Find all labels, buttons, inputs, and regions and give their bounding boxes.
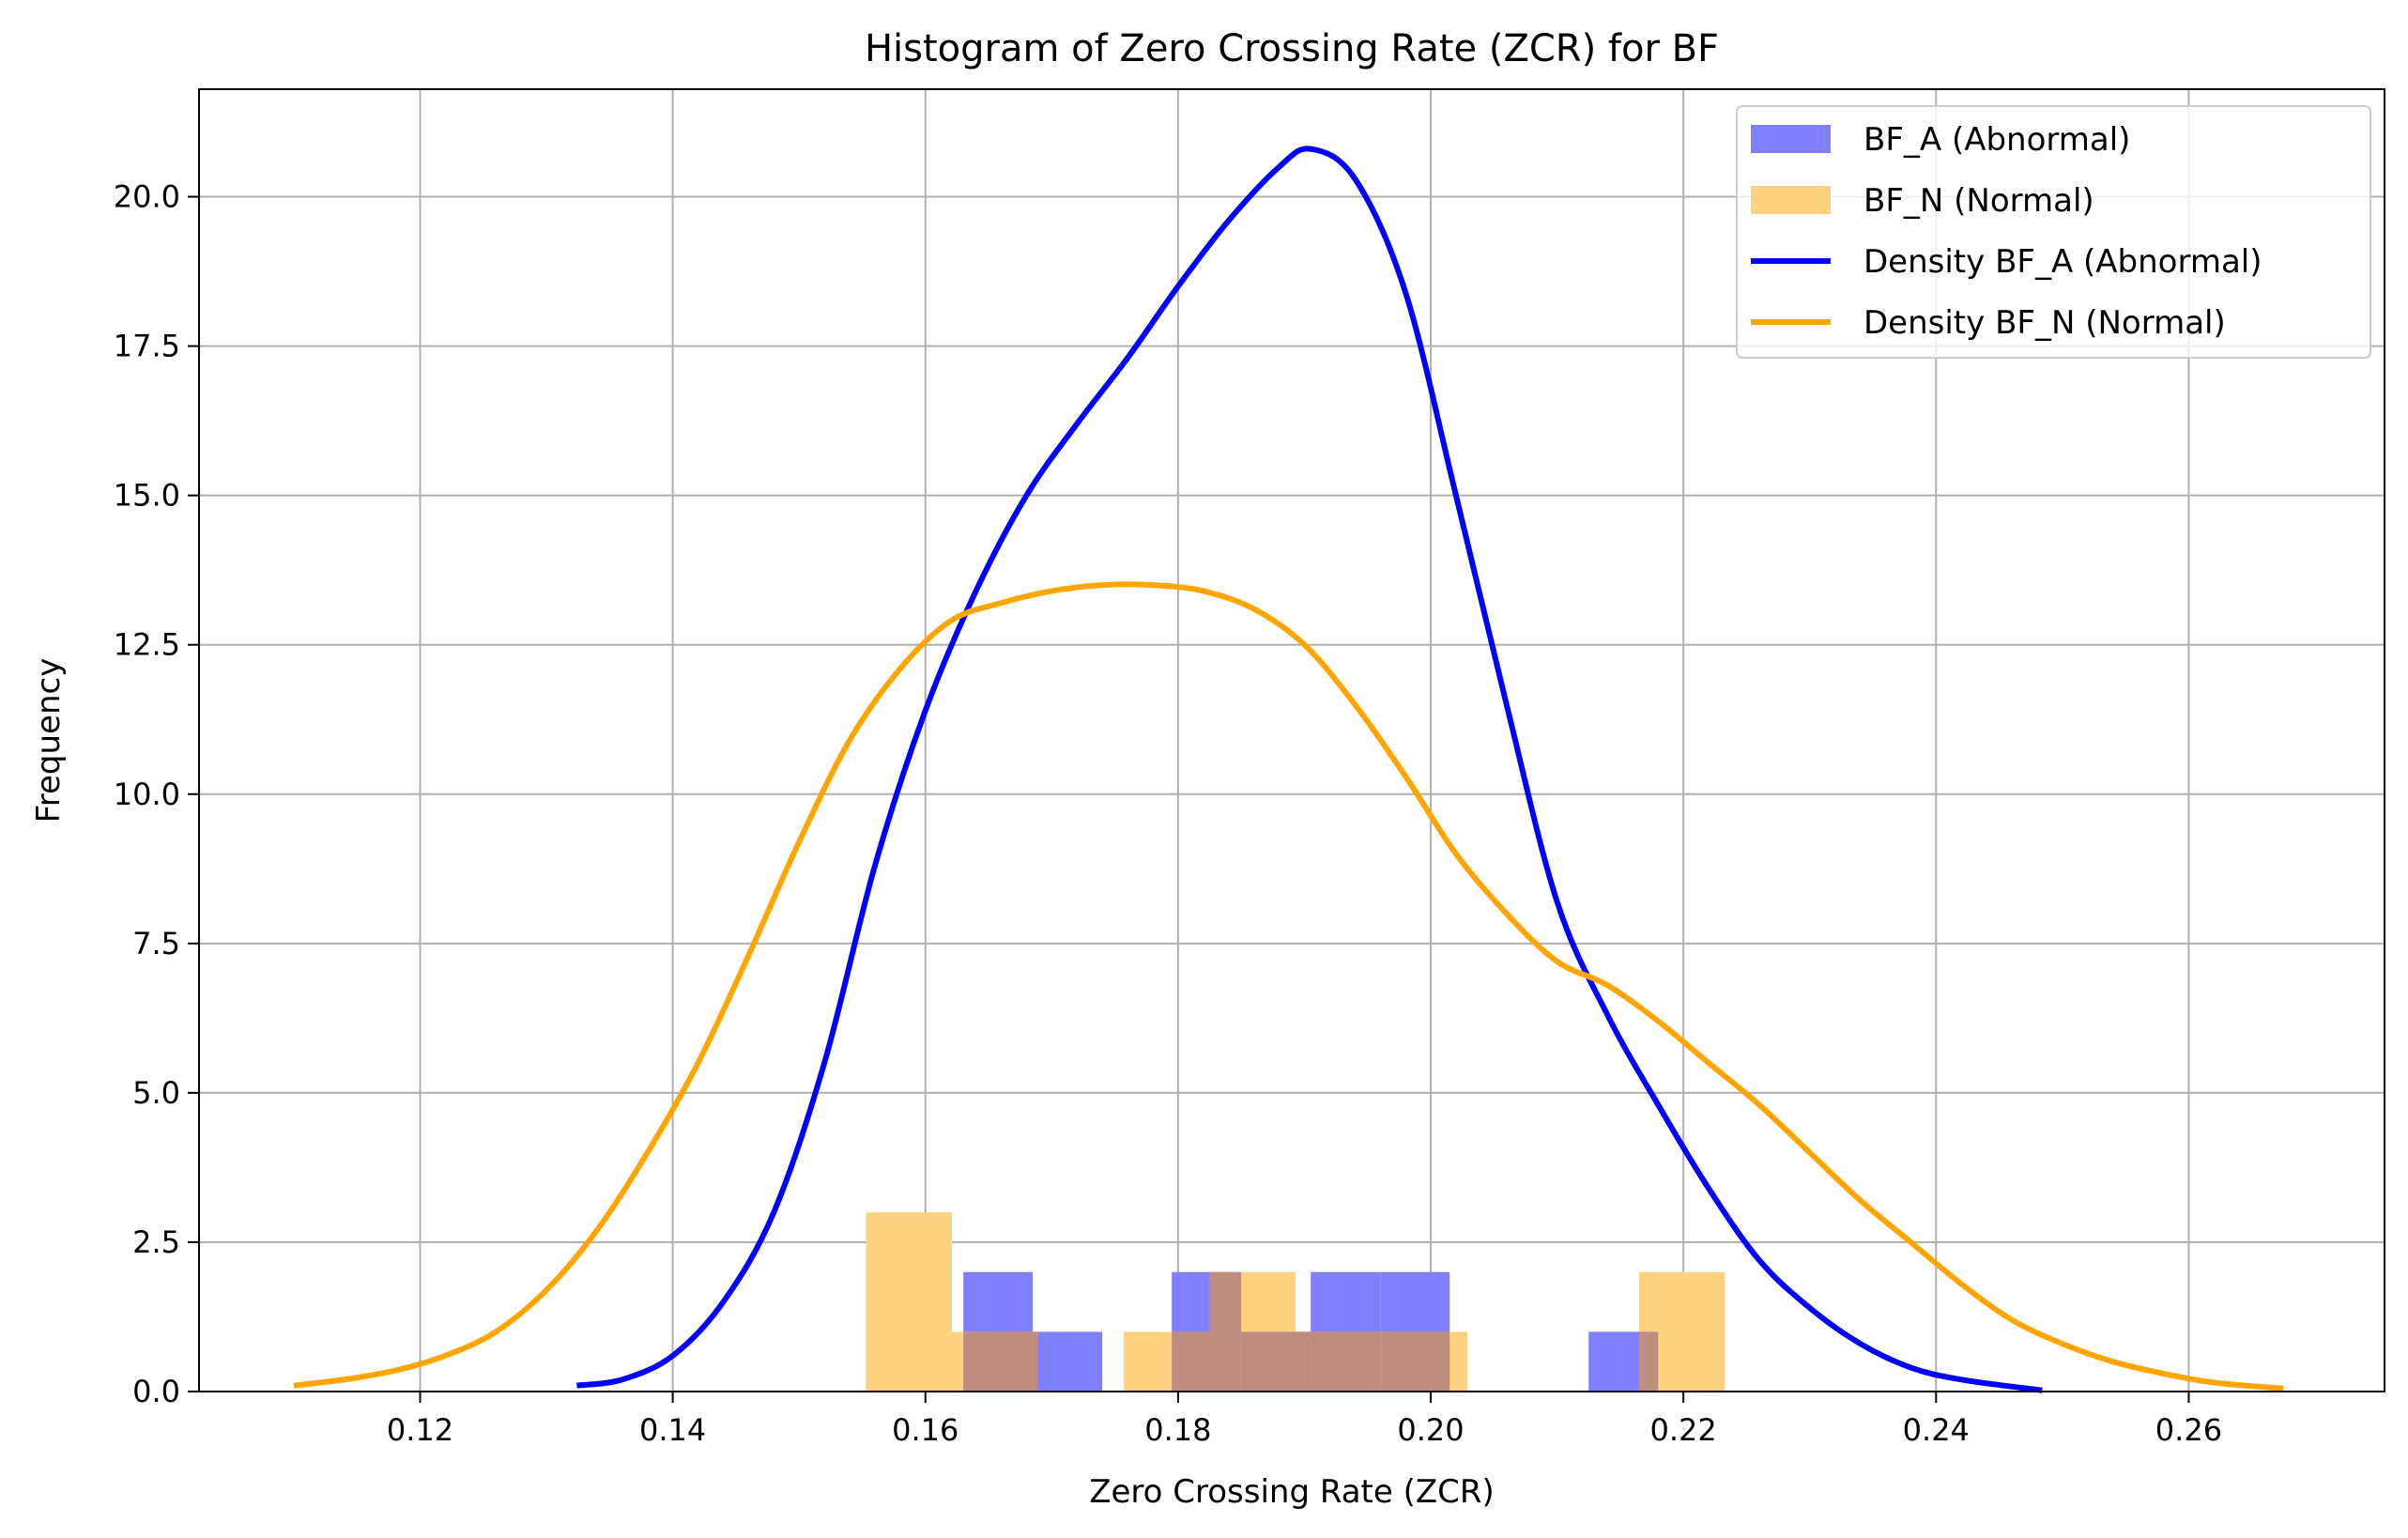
bar-overlap (1381, 1331, 1450, 1392)
x-tick-label: 0.18 (1144, 1412, 1211, 1448)
x-tick-label: 0.20 (1397, 1412, 1464, 1448)
legend-label: Density BF_N (Normal) (1864, 304, 2226, 342)
legend-swatch (1751, 186, 1831, 214)
x-tick-label: 0.22 (1650, 1412, 1717, 1448)
density-lines (293, 146, 2284, 1393)
bar-overlap (1296, 1331, 1311, 1392)
legend-swatch (1751, 125, 1831, 153)
bar-bf-n (866, 1212, 953, 1392)
bar-overlap (1033, 1331, 1038, 1392)
y-axis-label: Frequency (30, 658, 68, 823)
y-tick-label: 7.5 (132, 926, 180, 961)
y-tick-label: 10.0 (114, 777, 180, 812)
y-tick-label: 2.5 (132, 1224, 180, 1260)
x-axis-label: Zero Crossing Rate (ZCR) (1089, 1473, 1495, 1511)
plot-frame (198, 88, 2385, 1392)
legend-label: BF_A (Abnormal) (1864, 121, 2130, 159)
axis-ticks: 0.12 0.14 0.16 0.18 0.20 0.22 0.24 0.26 0.0 2.5 5.… (114, 179, 2222, 1448)
bar-overlap (1311, 1331, 1381, 1392)
bar-overlap (1209, 1271, 1242, 1392)
density-line-bf-n (293, 581, 2284, 1392)
x-tick-label: 0.26 (2155, 1412, 2222, 1448)
bar-overlap (963, 1331, 1034, 1392)
bar-overlap (1241, 1331, 1296, 1392)
y-tick-label: 17.5 (114, 329, 180, 364)
histogram-bars (866, 1212, 1725, 1392)
y-tick-label: 15.0 (114, 478, 180, 514)
legend: BF_A (Abnormal) BF_N (Normal) Density BF_A… (1736, 105, 2371, 359)
density-line-bf-a (575, 146, 2043, 1393)
x-tick-label: 0.12 (387, 1412, 453, 1448)
y-tick-label: 0.0 (132, 1374, 180, 1409)
bar-overlap (1639, 1331, 1659, 1392)
legend-label: Density BF_A (Abnormal) (1864, 243, 2262, 281)
y-tick-label: 5.0 (132, 1075, 180, 1111)
bar-overlap (1380, 1331, 1382, 1392)
x-tick-label: 0.24 (1903, 1412, 1970, 1448)
x-tick-label: 0.14 (639, 1412, 706, 1448)
bar-bf-a (1033, 1331, 1103, 1392)
y-tick-label: 12.5 (114, 627, 180, 663)
y-tick-label: 20.0 (114, 179, 180, 215)
chart-title: Histogram of Zero Crossing Rate (ZCR) fo… (865, 27, 1719, 70)
bar-overlap (1172, 1331, 1210, 1392)
legend-box (1736, 105, 2371, 359)
x-tick-label: 0.16 (892, 1412, 959, 1448)
legend-label: BF_N (Normal) (1864, 182, 2094, 220)
